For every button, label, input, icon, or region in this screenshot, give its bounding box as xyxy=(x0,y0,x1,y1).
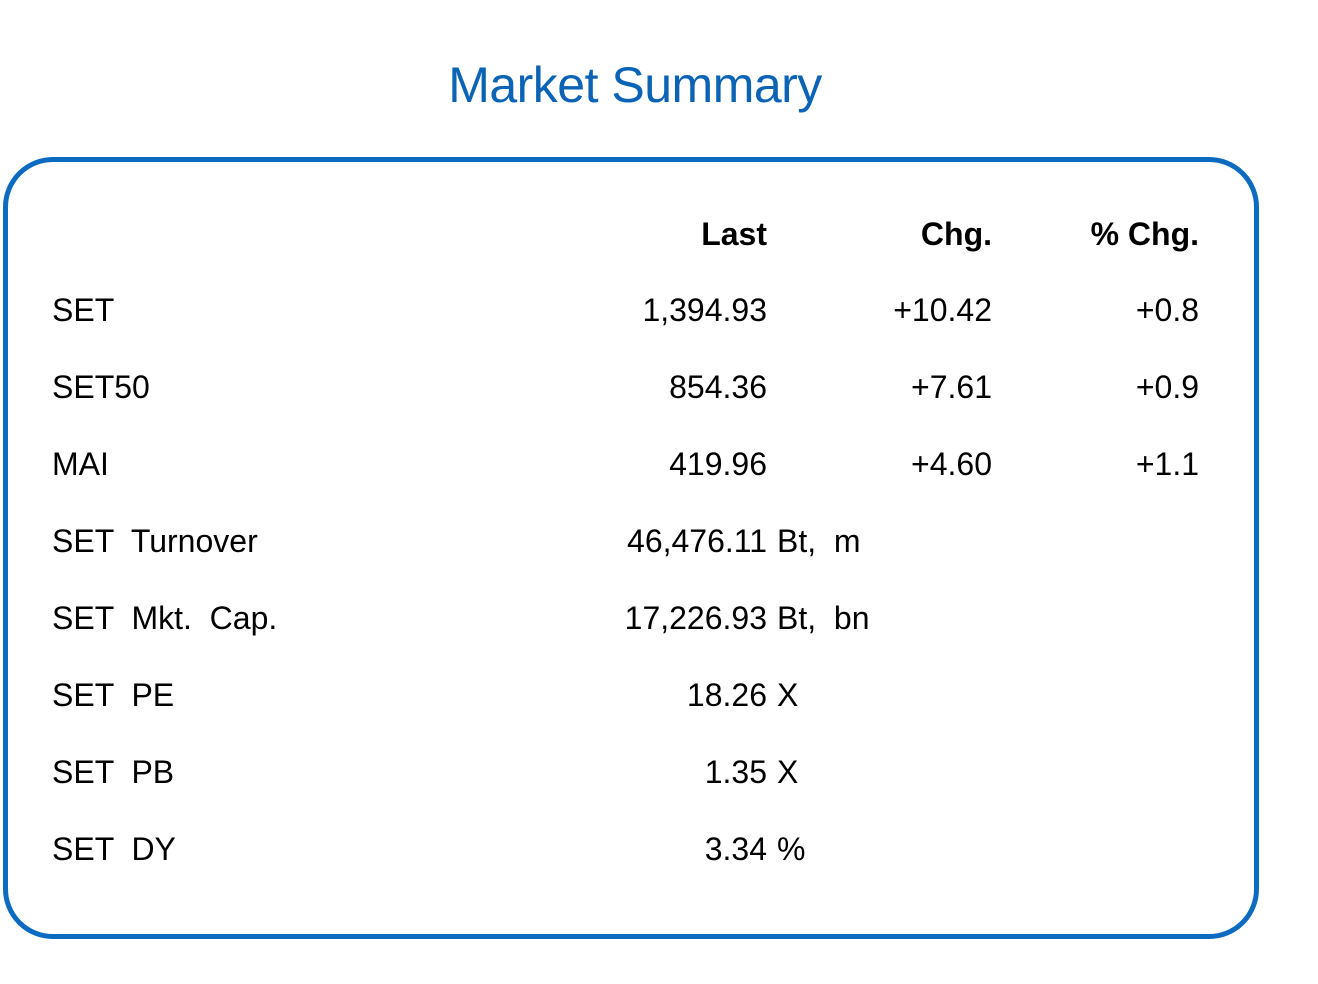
set-pb-value: 1.35 xyxy=(704,754,767,790)
row-label-set-dy: SET DY xyxy=(52,831,176,867)
set-turnover-value: 46,476.11 xyxy=(627,523,767,559)
row-label-mai: MAI xyxy=(52,446,109,482)
mai-chg-value: +4.60 xyxy=(911,446,992,482)
set-pe-value: 18.26 xyxy=(686,677,767,713)
mai-last-value: 419.96 xyxy=(669,446,767,482)
row-label-set-pe: SET PE xyxy=(52,677,175,713)
set-mkt-cap-value: 17,226.93 xyxy=(624,600,767,636)
row-label-set-pb: SET PB xyxy=(52,754,175,790)
set-pe-unit: X xyxy=(777,677,799,713)
set50-chg-value: +7.61 xyxy=(911,369,992,405)
row-label-set-turnover: SET Turnover xyxy=(52,523,258,559)
set-dy-value: 3.34 xyxy=(704,831,767,867)
set50-last-value: 854.36 xyxy=(669,369,767,405)
set-dy-unit: % xyxy=(777,831,806,867)
set50-pct-chg-value: +0.9 xyxy=(1135,369,1199,405)
row-label-set50: SET50 xyxy=(52,369,150,405)
set-pb-unit: X xyxy=(777,754,799,790)
row-label-set: SET xyxy=(52,292,115,328)
set-mkt-cap-unit: Bt, bn xyxy=(777,600,870,636)
mai-pct-chg-value: +1.1 xyxy=(1135,446,1199,482)
set-turnover-unit: Bt, m xyxy=(777,523,861,559)
set-chg-value: +10.42 xyxy=(893,292,992,328)
set-last-value: 1,394.93 xyxy=(642,292,767,328)
header-last: Last xyxy=(701,216,767,252)
set-pct-chg-value: +0.8 xyxy=(1135,292,1199,328)
header-pct-chg: % Chg. xyxy=(1090,216,1199,252)
market-summary-panel xyxy=(3,157,1259,939)
header-chg: Chg. xyxy=(920,216,992,252)
page-title: Market Summary xyxy=(448,57,822,113)
row-label-set-mkt-cap: SET Mkt. Cap. xyxy=(52,600,278,636)
